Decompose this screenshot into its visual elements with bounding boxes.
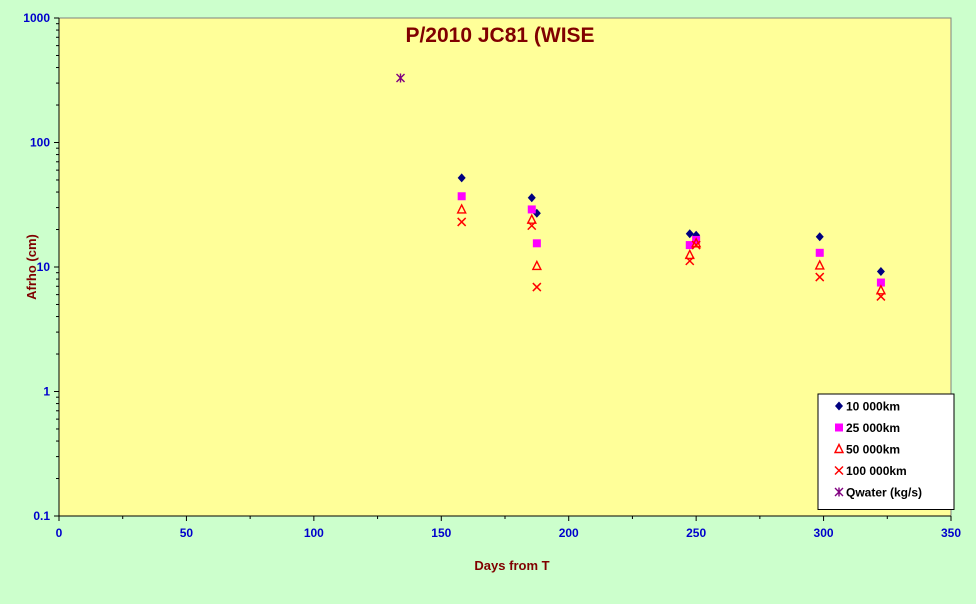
data-point <box>815 248 824 257</box>
x-tick-label: 150 <box>431 526 451 540</box>
data-point <box>815 232 824 242</box>
x-tick-label: 300 <box>814 526 834 540</box>
data-point <box>531 259 542 271</box>
data-point <box>685 256 695 266</box>
legend-item: 50 000km <box>833 442 900 457</box>
data-marks <box>396 73 887 301</box>
data-point <box>532 239 541 248</box>
data-point <box>457 173 466 183</box>
data-point <box>814 259 825 270</box>
y-tick-label: 1 <box>43 385 50 399</box>
data-point <box>685 241 694 250</box>
data-point <box>875 284 887 295</box>
data-point <box>457 192 466 201</box>
data-point <box>876 278 885 287</box>
legend-item: 25 000km <box>835 421 900 435</box>
legend-label: 10 000km <box>846 400 900 414</box>
legend-marker <box>834 465 844 476</box>
legend-marker <box>834 487 844 497</box>
legend-label: 100 000km <box>846 464 907 478</box>
x-tick-label: 250 <box>686 526 706 540</box>
x-tick-label: 200 <box>559 526 579 540</box>
series-4 <box>457 217 886 301</box>
legend-label: 25 000km <box>846 421 900 435</box>
data-point <box>685 229 694 239</box>
y-tick-label: 100 <box>30 136 50 150</box>
x-tick-label: 50 <box>180 526 194 540</box>
data-point <box>527 221 537 231</box>
data-point <box>691 240 701 250</box>
data-point <box>456 203 467 214</box>
legend-item: 100 000km <box>834 464 907 478</box>
axes: 0 50 100 150 200 250 300 350 0.1 1 10 100 1000 <box>23 11 961 540</box>
data-point <box>815 272 825 282</box>
data-point <box>527 205 536 214</box>
data-point <box>876 291 886 301</box>
x-tick-label: 100 <box>304 526 324 540</box>
series-5 <box>396 73 406 83</box>
data-point <box>532 282 542 292</box>
data-point <box>876 267 885 277</box>
legend: 10 000km 25 000km 50 000km 100 000km Qwater … <box>817 393 955 510</box>
y-tick-label: 10 <box>37 260 51 274</box>
data-point <box>457 217 467 227</box>
data-point <box>527 193 536 203</box>
data-point <box>684 248 695 260</box>
x-axis-title: Days from T <box>474 558 549 573</box>
legend-marker <box>835 423 843 432</box>
legend-item: Qwater (kg/s) <box>834 486 922 500</box>
legend-marker <box>833 442 845 454</box>
legend-marker <box>835 401 843 411</box>
y-tick-label: 1000 <box>23 11 50 25</box>
legend-label: Qwater (kg/s) <box>846 486 922 500</box>
x-tick-label: 0 <box>56 526 63 540</box>
legend-item: 10 000km <box>835 400 900 414</box>
x-tick-label: 350 <box>941 526 961 540</box>
y-tick-label: 0.1 <box>33 509 50 523</box>
data-point <box>526 213 537 224</box>
chart-title: P/2010 JC81 (WISE <box>405 24 594 47</box>
legend-label: 50 000km <box>846 443 900 457</box>
data-point <box>396 73 406 83</box>
y-axis-title: Afrho (cm) <box>24 234 39 300</box>
plot-area <box>58 17 952 517</box>
